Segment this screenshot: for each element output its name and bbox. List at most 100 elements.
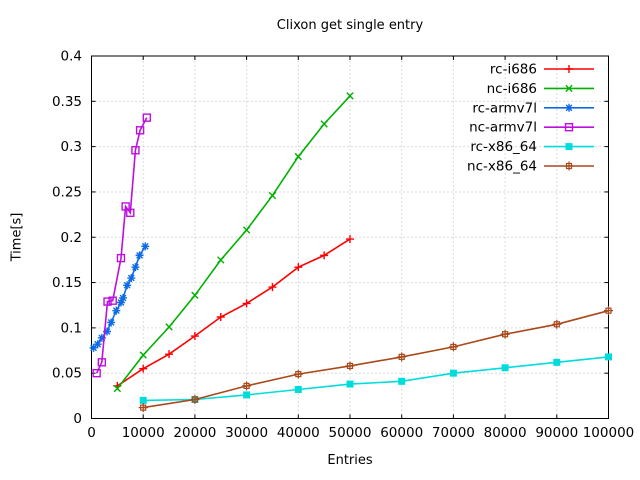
series-line-rc-x86_64 xyxy=(143,356,609,402)
marker-open-square xyxy=(126,208,135,217)
marker-boxed-plus-box xyxy=(346,362,354,370)
marker-plus xyxy=(242,299,251,308)
marker-open-square xyxy=(135,126,145,135)
marker-filled-square xyxy=(565,143,573,151)
x-tick-label: 80000 xyxy=(484,425,527,441)
x-tick-label: 100000 xyxy=(583,425,635,441)
series-line-nc-i686 xyxy=(116,95,351,390)
y-tick-label: 0 xyxy=(73,411,82,427)
series-line-nc-x86_64 xyxy=(143,309,609,409)
marker-asterisk xyxy=(112,306,121,315)
marker-plus xyxy=(139,364,148,373)
x-tick-label: 90000 xyxy=(535,425,578,441)
series-nc-i686 xyxy=(113,92,354,393)
marker-boxed-plus xyxy=(293,369,303,379)
x-tick-label: 60000 xyxy=(380,425,423,441)
marker-cross xyxy=(242,226,251,234)
marker-asterisk xyxy=(141,242,150,251)
marker-cross xyxy=(113,384,122,393)
marker-boxed-plus xyxy=(604,306,613,316)
marker-cross xyxy=(294,152,302,161)
marker-open-square xyxy=(121,202,130,211)
marker-boxed-plus-box xyxy=(605,307,612,314)
marker-cross xyxy=(191,291,199,299)
x-tick-label: 20000 xyxy=(173,425,216,441)
marker-asterisk xyxy=(119,293,128,302)
marker-asterisk xyxy=(116,298,125,307)
marker-cross xyxy=(565,84,573,93)
marker-plus xyxy=(190,332,199,341)
marker-plus xyxy=(346,235,354,244)
marker-boxed-plus-box xyxy=(553,321,560,328)
legend-label-nc-x86_64: nc-x86_64 xyxy=(467,159,537,175)
y-tick-label: 0.15 xyxy=(52,275,82,291)
marker-filled-square xyxy=(139,396,147,404)
legend-label-nc-i686: nc-i686 xyxy=(487,81,537,97)
marker-asterisk xyxy=(565,103,573,112)
marker-boxed-plus xyxy=(242,381,252,391)
marker-cross xyxy=(346,92,354,100)
marker-boxed-plus-box xyxy=(502,331,509,338)
series-nc-x86_64 xyxy=(138,306,613,413)
marker-boxed-plus-box xyxy=(140,404,147,411)
marker-filled-square xyxy=(501,364,509,372)
legend-label-rc-armv7l: rc-armv7l xyxy=(472,100,537,116)
legend-entry-rc-armv7l: rc-armv7l xyxy=(472,100,594,116)
marker-plus xyxy=(268,283,277,292)
marker-plus xyxy=(216,313,225,321)
legend-entry-rc-i686: rc-i686 xyxy=(490,62,594,78)
y-tick-label: 0.35 xyxy=(52,94,82,110)
marker-cross xyxy=(165,323,173,331)
series-rc-i686 xyxy=(113,235,354,390)
x-tick-label: 30000 xyxy=(225,425,268,441)
x-tick-label: 0 xyxy=(87,425,96,441)
marker-open-square xyxy=(142,113,152,122)
marker-plus xyxy=(565,65,573,73)
legend-entry-rc-x86_64: rc-x86_64 xyxy=(470,139,594,155)
marker-cross xyxy=(139,351,147,359)
series-line-nc-armv7l xyxy=(95,117,148,374)
marker-asterisk xyxy=(123,281,132,290)
marker-boxed-plus-box xyxy=(243,382,250,389)
y-tick-label: 0.3 xyxy=(61,139,82,155)
marker-filled-square xyxy=(243,391,251,399)
y-tick-label: 0.4 xyxy=(61,49,82,65)
marker-plus xyxy=(165,350,174,359)
marker-cross xyxy=(268,191,277,200)
x-axis-label: Entries xyxy=(327,453,373,468)
marker-asterisk xyxy=(127,274,136,283)
x-tick-label: 70000 xyxy=(432,425,475,441)
marker-filled-square xyxy=(553,358,561,366)
marker-open-square xyxy=(103,297,112,306)
marker-boxed-plus xyxy=(397,352,407,362)
legend-label-nc-armv7l: nc-armv7l xyxy=(469,120,537,136)
legend-entry-nc-x86_64: nc-x86_64 xyxy=(467,159,594,175)
marker-open-square xyxy=(92,368,101,378)
marker-filled-square xyxy=(605,353,612,361)
marker-asterisk xyxy=(107,318,116,327)
marker-boxed-plus xyxy=(564,161,574,171)
legend-label-rc-i686: rc-i686 xyxy=(490,62,537,78)
x-tick-label: 40000 xyxy=(277,425,320,441)
y-tick-label: 0.2 xyxy=(61,230,82,246)
marker-asterisk xyxy=(135,251,144,260)
marker-boxed-plus-box xyxy=(565,162,573,170)
marker-open-square xyxy=(564,122,574,132)
marker-boxed-plus-box xyxy=(450,343,457,351)
y-tick-label: 0.1 xyxy=(61,320,82,336)
marker-boxed-plus xyxy=(138,403,148,413)
chart-title: Clixon get single entry xyxy=(276,18,424,33)
marker-filled-square xyxy=(449,369,457,377)
legend-entry-nc-armv7l: nc-armv7l xyxy=(469,120,594,136)
marker-boxed-plus-box xyxy=(398,353,405,360)
marker-open-square xyxy=(108,296,117,305)
series-rc-armv7l xyxy=(89,242,150,352)
marker-boxed-plus-box xyxy=(191,396,198,403)
marker-plus xyxy=(320,251,329,260)
marker-open-square xyxy=(116,253,126,263)
legend-label-rc-x86_64: rc-x86_64 xyxy=(470,139,537,155)
y-tick-label: 0.05 xyxy=(52,366,82,382)
y-axis-label: Time[s] xyxy=(9,212,25,262)
x-tick-label: 10000 xyxy=(122,425,165,441)
marker-asterisk xyxy=(97,333,106,342)
